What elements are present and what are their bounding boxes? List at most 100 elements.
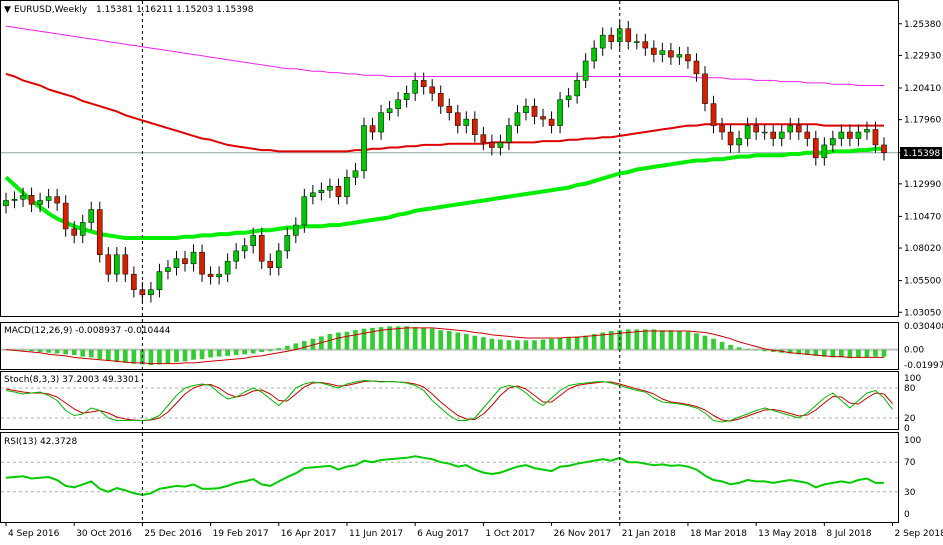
macd-histogram-bar (540, 339, 546, 350)
candle-body (224, 260, 231, 275)
price-scale-label: 1.10470 (904, 212, 941, 222)
candle-body (403, 93, 410, 100)
macd-histogram-bar (412, 327, 418, 350)
stoch-scale-label: 100 (904, 374, 921, 384)
macd-signal-line (5, 327, 884, 365)
candle-body (429, 86, 436, 94)
macd-histogram-bar (182, 349, 188, 362)
macd-histogram-bar (813, 349, 819, 356)
macd-histogram-bar (685, 331, 691, 350)
candle-body (267, 260, 274, 268)
macd-histogram-bar (762, 349, 768, 352)
candle-body (301, 196, 308, 226)
macd-histogram-bar (753, 349, 759, 351)
macd-histogram-bar (54, 349, 60, 354)
candle-body (79, 222, 86, 236)
price-scale-label: 1.03050 (904, 308, 941, 318)
macd-histogram-bar (736, 347, 742, 350)
candle-body (96, 209, 103, 256)
macd-histogram-bar (719, 341, 725, 350)
macd-histogram-bar (463, 334, 469, 350)
time-axis-label: 2 Sep 2018 (895, 529, 943, 539)
macd-histogram-bar (864, 349, 870, 358)
candle-body (719, 125, 725, 133)
candle-body (574, 80, 580, 97)
macd-histogram-bar (523, 340, 529, 350)
candle-body (122, 254, 129, 275)
macd-histogram-bar (660, 330, 665, 350)
macd-histogram-bar (608, 330, 614, 350)
macd-histogram-bar (165, 349, 171, 364)
macd-histogram-bar (37, 349, 43, 352)
candle-body (693, 60, 700, 75)
macd-histogram-bar (174, 349, 179, 363)
rsi-scale-label: 100 (904, 436, 921, 446)
candle-body (685, 54, 691, 62)
macd-histogram-bar (515, 340, 520, 350)
candle-body (727, 131, 734, 146)
stoch-signal-line (5, 380, 893, 422)
macd-histogram-bar (566, 337, 571, 350)
ohlc-readout: 1.15381 1.16211 1.15203 1.15398 (96, 5, 254, 15)
candle-body (480, 134, 487, 143)
candle-body (241, 245, 248, 252)
candle-body (770, 131, 776, 139)
candle-body (753, 125, 759, 133)
candle-body (62, 202, 69, 230)
candle-body (88, 209, 95, 223)
price-scale-label: 1.25380 (904, 20, 941, 30)
macd-histogram-bar (310, 338, 316, 350)
stoch-label: Stoch(8,3,3) 37.2003 49.3301 (4, 375, 139, 385)
candle-body (864, 129, 870, 133)
time-axis-label: 26 Nov 2017 (554, 529, 612, 539)
macd-histogram-bar (702, 335, 708, 350)
rsi-panel (1, 455, 898, 496)
macd-label: MACD(12,26,9) -0.008937 -0.010444 (4, 326, 171, 336)
macd-histogram-bar (549, 338, 554, 350)
dropdown-triangle-icon[interactable]: ▼ (4, 5, 11, 15)
candle-body (633, 41, 640, 43)
candle-body (190, 251, 197, 265)
candle-body (11, 198, 18, 201)
candle-body (207, 273, 214, 277)
time-axis-label: 11 Jun 2017 (349, 529, 403, 539)
candle-body (335, 186, 342, 197)
macd-histogram-bar (421, 327, 427, 350)
candle-body (659, 50, 666, 55)
candle-body (506, 125, 512, 143)
time-axis-label: 13 May 2018 (758, 529, 817, 539)
candle-body (463, 118, 470, 126)
candle-body (344, 176, 350, 197)
candle-body (710, 103, 717, 126)
macd-histogram-bar (489, 338, 495, 350)
candle-body (310, 192, 316, 197)
candle-body (233, 250, 239, 262)
time-axis-label: 16 Apr 2017 (281, 529, 337, 539)
macd-histogram-bar (455, 332, 461, 350)
candle-body (420, 80, 427, 88)
candle-body (599, 34, 606, 49)
macd-histogram-bar (46, 349, 51, 353)
macd-histogram-bar (208, 349, 213, 358)
stoch-main-line (5, 380, 893, 423)
stoch-scale-label: 20 (904, 414, 916, 424)
macd-histogram-bar (97, 349, 103, 359)
stoch-panel (1, 380, 898, 423)
candle-body (293, 224, 299, 236)
macd-histogram-bar (574, 336, 580, 350)
candle-body (437, 93, 444, 107)
macd-histogram-bar (122, 349, 128, 363)
candle-body (318, 189, 325, 194)
macd-histogram-bar (157, 349, 162, 365)
moving-average-fast (4, 146, 884, 240)
time-axis-label: 6 Aug 2017 (417, 529, 469, 539)
candle-body (327, 186, 333, 191)
candle-body (352, 170, 359, 178)
candle-body (446, 105, 453, 113)
macd-histogram-bar (114, 349, 120, 363)
candle-body (412, 80, 418, 94)
time-axis-label: 4 Sep 2016 (8, 529, 60, 539)
macd-histogram-bar (344, 331, 350, 350)
macd-scale-label: 0.00 (904, 346, 924, 356)
